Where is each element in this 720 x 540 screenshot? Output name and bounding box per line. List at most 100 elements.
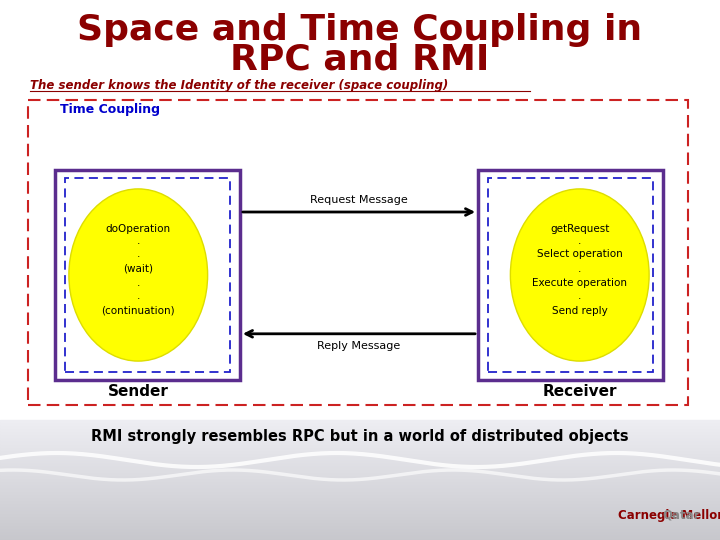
Text: RMI strongly resembles RPC but in a world of distributed objects: RMI strongly resembles RPC but in a worl… [91,429,629,444]
Bar [65,178,230,372]
Bar [0,496,720,497]
Bar [0,521,720,522]
Bar [0,462,720,463]
Bar [0,486,720,487]
Bar [28,100,688,405]
Bar [0,423,720,424]
Bar [0,497,720,498]
Bar [0,520,720,521]
Text: Receiver: Receiver [542,384,617,400]
Bar [0,488,720,489]
Bar [0,480,720,481]
Text: Request Message: Request Message [310,195,408,205]
Bar [0,526,720,527]
Ellipse shape [510,189,649,361]
Bar [0,454,720,455]
Bar [0,461,720,462]
Bar [0,528,720,529]
Bar [0,477,720,478]
Bar [0,514,720,515]
Bar [0,538,720,539]
Bar [0,506,720,507]
Bar [0,529,720,530]
Bar [0,447,720,448]
Bar [0,446,720,447]
Bar [0,517,720,518]
Bar [0,489,720,490]
Bar [0,479,720,480]
Bar [488,178,653,372]
Bar [0,453,720,454]
Bar [0,537,720,538]
Bar [0,440,720,441]
Bar [0,452,720,453]
Bar [0,494,720,495]
Text: .: . [137,279,140,288]
Text: Qatar: Qatar [662,509,700,522]
Bar [0,484,720,485]
Bar [0,535,720,536]
Bar [0,441,720,442]
Bar [0,420,720,421]
Bar [0,429,720,430]
Text: .: . [137,291,140,301]
Bar [0,435,720,436]
Bar [0,515,720,516]
Bar [0,451,720,452]
Bar [0,527,720,528]
Bar [0,516,720,517]
Text: Send reply: Send reply [552,306,608,316]
Bar [0,425,720,426]
Bar [0,466,720,467]
Bar [0,469,720,470]
Bar [0,500,720,501]
Text: .: . [578,264,582,274]
Bar [0,491,720,492]
Bar [0,507,720,508]
Bar [0,443,720,444]
Bar [0,539,720,540]
Bar [0,481,720,482]
Bar [0,476,720,477]
Bar [0,478,720,479]
Text: Reply Message: Reply Message [318,341,400,351]
Text: Select operation: Select operation [537,249,623,259]
Bar [0,534,720,535]
Bar [0,421,720,422]
Text: (wait): (wait) [123,264,153,274]
Bar [0,492,720,493]
Bar [0,428,720,429]
Text: .: . [578,237,582,246]
Bar [0,426,720,427]
Bar [0,501,720,502]
Text: Time Coupling: Time Coupling [60,104,160,117]
Bar [0,509,720,510]
Bar [0,525,720,526]
Bar [0,445,720,446]
Bar [0,474,720,475]
Bar [0,519,720,520]
Bar [0,493,720,494]
Bar [0,433,720,434]
Bar [0,513,720,514]
Bar [0,449,720,450]
Bar [0,431,720,432]
Bar [0,467,720,468]
Bar [0,457,720,458]
Bar [0,532,720,533]
Bar [478,170,663,380]
Bar [0,499,720,500]
Bar [0,512,720,513]
Text: Execute operation: Execute operation [532,279,627,288]
Bar [0,533,720,534]
Bar [0,508,720,509]
Text: (continuation): (continuation) [102,306,175,316]
Text: RPC and RMI: RPC and RMI [230,43,490,77]
Bar [0,450,720,451]
Bar [0,459,720,460]
Bar [0,475,720,476]
Bar [0,422,720,423]
Bar [0,463,720,464]
Bar [0,472,720,473]
Bar [0,436,720,437]
